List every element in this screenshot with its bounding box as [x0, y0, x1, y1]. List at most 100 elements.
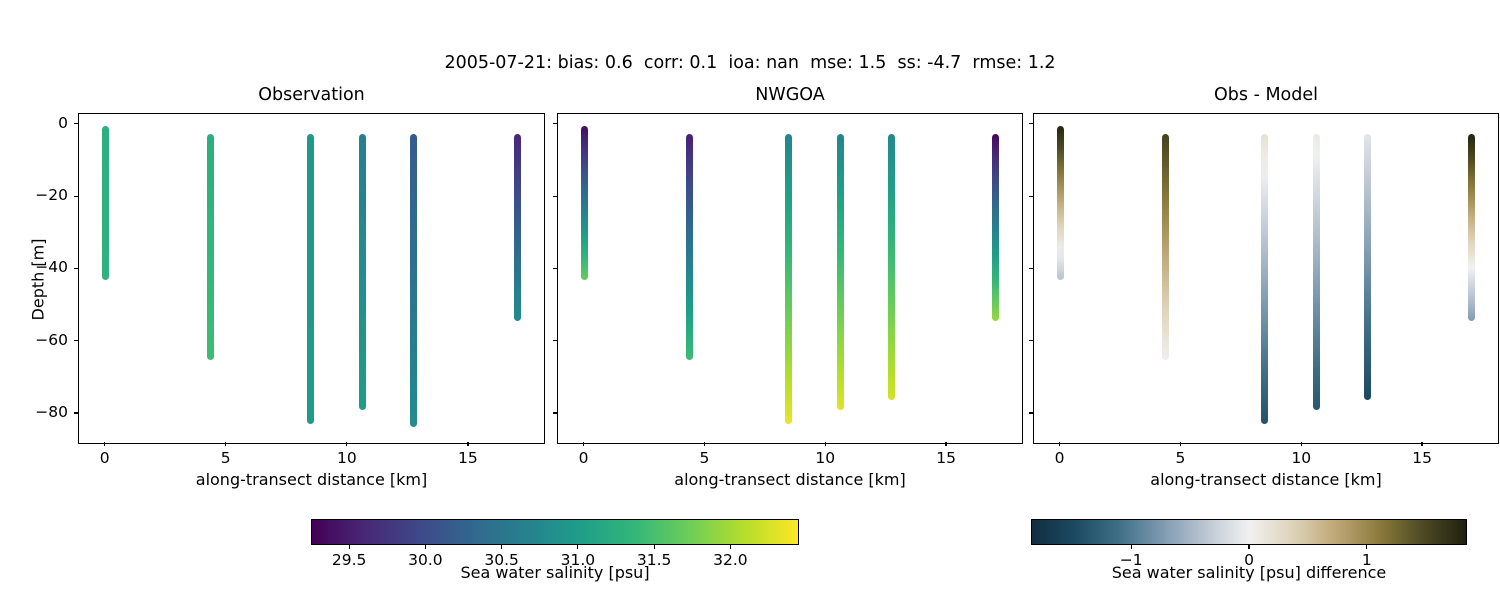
- colorbar-tick-label: 31.5: [636, 551, 672, 569]
- panel-observation: Observation along-transect distance [km]…: [35, 85, 545, 489]
- ytick-label: −40: [35, 258, 68, 277]
- profile-column[interactable]: [1261, 134, 1269, 425]
- panel-obs-minus-model: Obs - Model along-transect distance [km]…: [1029, 85, 1499, 489]
- colorbar-tick-label: 31.0: [560, 551, 596, 569]
- plot-area-observation[interactable]: [78, 113, 545, 444]
- xtick-mark: [346, 442, 348, 446]
- panel-title-obs-minus-model: Obs - Model: [1214, 85, 1318, 105]
- ytick-mark: [553, 267, 557, 270]
- ytick-mark: [553, 195, 557, 197]
- profile-column[interactable]: [686, 134, 694, 360]
- panel-title-observation: Observation: [258, 85, 365, 105]
- difference-colorbar-label: Sea water salinity [psu] difference: [1111, 563, 1387, 582]
- colorbar-tick-mark: [729, 545, 731, 549]
- profile-column[interactable]: [1162, 134, 1170, 360]
- xaxis-label-observation: along-transect distance [km]: [195, 470, 428, 489]
- xtick-mark: [1058, 442, 1061, 446]
- profile-column[interactable]: [991, 134, 999, 322]
- profile-column[interactable]: [785, 134, 793, 425]
- colorbar-tick-label: 30.0: [408, 551, 443, 569]
- ytick-label: −80: [35, 403, 68, 422]
- ytick-mark: [553, 340, 557, 342]
- xtick-label: 0: [1054, 449, 1065, 467]
- colorbar-tick-mark: [501, 545, 503, 549]
- salinity-colorbar-label: Sea water salinity [psu]: [460, 563, 650, 582]
- profile-column[interactable]: [1364, 134, 1371, 400]
- xaxis-label-nwgoa: along-transect distance [km]: [674, 470, 906, 489]
- profile-column[interactable]: [581, 125, 589, 281]
- xtick-label: 5: [1175, 449, 1186, 467]
- profile-column[interactable]: [102, 125, 110, 281]
- colorbar-tick-mark: [424, 545, 426, 549]
- xtick-label: 5: [699, 449, 710, 467]
- xtick-mark: [1421, 442, 1423, 446]
- xtick-mark: [582, 442, 585, 446]
- profile-column[interactable]: [306, 134, 314, 425]
- xtick-label: 15: [936, 449, 956, 467]
- ytick-mark: [74, 340, 78, 342]
- xtick-mark: [945, 442, 947, 446]
- salinity-colorbar-gradient: [311, 519, 799, 545]
- plot-area-nwgoa[interactable]: [557, 113, 1023, 444]
- yaxis-label-depth: Depth [m]: [28, 238, 48, 321]
- profile-column[interactable]: [513, 134, 521, 322]
- xtick-mark: [703, 442, 705, 446]
- profile-column[interactable]: [358, 134, 366, 410]
- ytick-mark: [74, 123, 78, 125]
- xtick-label: 15: [458, 449, 478, 467]
- panel-title-nwgoa: NWGOA: [755, 85, 825, 105]
- xtick-label: 5: [220, 449, 231, 467]
- xtick-label: 10: [815, 449, 836, 467]
- xtick-mark: [1179, 442, 1181, 446]
- colorbar-tick-mark: [1366, 545, 1368, 549]
- ytick-label: −60: [35, 330, 68, 349]
- colorbar-tick-mark: [1248, 545, 1250, 549]
- ytick-mark: [74, 412, 78, 414]
- colorbar-tick-label: −1: [1119, 551, 1143, 569]
- xtick-label: 0: [578, 449, 589, 467]
- ytick-mark: [1029, 123, 1033, 125]
- ytick-label: −20: [35, 186, 68, 205]
- colorbar-tick-label: 1: [1361, 551, 1372, 569]
- panel-nwgoa: NWGOA along-transect distance [km] 0 5 10 1…: [553, 85, 1023, 489]
- ytick-mark: [74, 267, 78, 270]
- ytick-mark: [1029, 267, 1033, 270]
- colorbar-tick-label: 30.5: [484, 551, 519, 569]
- xtick-label: 10: [1291, 449, 1312, 467]
- profile-column[interactable]: [207, 134, 215, 360]
- colorbar-tick-mark: [348, 545, 350, 549]
- colorbar-tick-label: 32.0: [713, 551, 748, 569]
- xtick-mark: [104, 442, 106, 446]
- xtick-label: 15: [1412, 449, 1432, 467]
- profile-column[interactable]: [409, 134, 417, 427]
- profile-column[interactable]: [1467, 134, 1475, 322]
- colorbar-tick-mark: [653, 545, 655, 549]
- xaxis-label-obs-minus-model: along-transect distance [km]: [1150, 470, 1382, 489]
- ytick-mark: [1029, 412, 1033, 414]
- ytick-mark: [74, 195, 78, 197]
- profile-column[interactable]: [1057, 125, 1065, 281]
- ytick-mark: [1029, 195, 1033, 197]
- ytick-mark: [553, 123, 557, 125]
- colorbar-tick-mark: [1130, 545, 1132, 549]
- colorbar-tick-label: 0: [1244, 551, 1254, 569]
- salinity-colorbar: Sea water salinity [psu] 29.5 30.0 30.5 31.…: [311, 519, 799, 582]
- ytick-label: 0: [58, 113, 68, 132]
- difference-colorbar: Sea water salinity [psu] difference −1 0 1: [1031, 519, 1467, 582]
- colorbar-tick-label: 29.5: [331, 551, 367, 569]
- ytick-mark: [553, 412, 557, 414]
- difference-colorbar-gradient: [1031, 519, 1467, 545]
- colorbar-tick-mark: [577, 545, 579, 549]
- xtick-mark: [1300, 442, 1302, 446]
- xtick-label: 0: [99, 449, 110, 467]
- suptitle-line-metrics: 2005-07-21: bias: 0.6 corr: 0.1 ioa: nan…: [444, 53, 1056, 73]
- profile-column[interactable]: [837, 134, 845, 410]
- profile-column[interactable]: [1313, 134, 1321, 410]
- ytick-mark: [1029, 340, 1033, 342]
- xtick-mark: [824, 442, 826, 446]
- xtick-label: 10: [336, 449, 357, 467]
- xtick-mark: [225, 442, 227, 446]
- plot-area-obs-minus-model[interactable]: [1033, 113, 1499, 444]
- profile-column[interactable]: [888, 134, 895, 400]
